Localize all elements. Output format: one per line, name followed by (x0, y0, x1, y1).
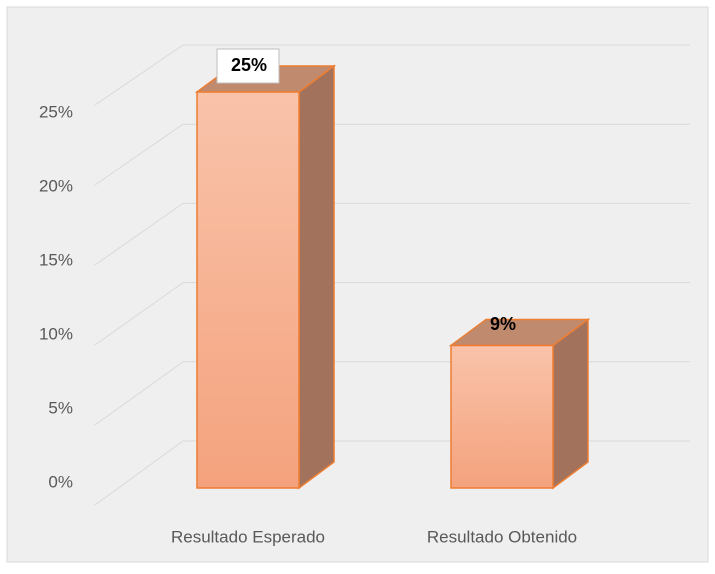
bar-front (196, 91, 300, 489)
bar (194, 64, 337, 490)
grid-line-diagonal (94, 361, 184, 426)
grid-line-diagonal (94, 44, 184, 106)
grid-line-diagonal (94, 440, 184, 506)
y-tick-label: 20% (39, 176, 73, 195)
data-label: 9% (490, 314, 516, 334)
y-tick-label: 5% (48, 398, 73, 417)
bar-side (298, 64, 335, 490)
grid-line-diagonal (94, 202, 184, 266)
grid-line-diagonal (94, 123, 184, 186)
bar (448, 317, 591, 490)
bar-front (450, 344, 554, 489)
data-label: 25% (231, 55, 267, 75)
grid-line-diagonal (94, 282, 184, 346)
y-tick-label: 10% (39, 324, 73, 343)
data-label-box (216, 48, 280, 84)
x-tick-label: Resultado Esperado (171, 527, 325, 546)
x-tick-label: Resultado Obtenido (427, 527, 577, 546)
y-tick-label: 15% (39, 250, 73, 269)
bar-side (552, 317, 589, 490)
chart-area (6, 6, 709, 563)
y-tick-label: 25% (39, 102, 73, 121)
y-tick-label: 0% (48, 472, 73, 491)
